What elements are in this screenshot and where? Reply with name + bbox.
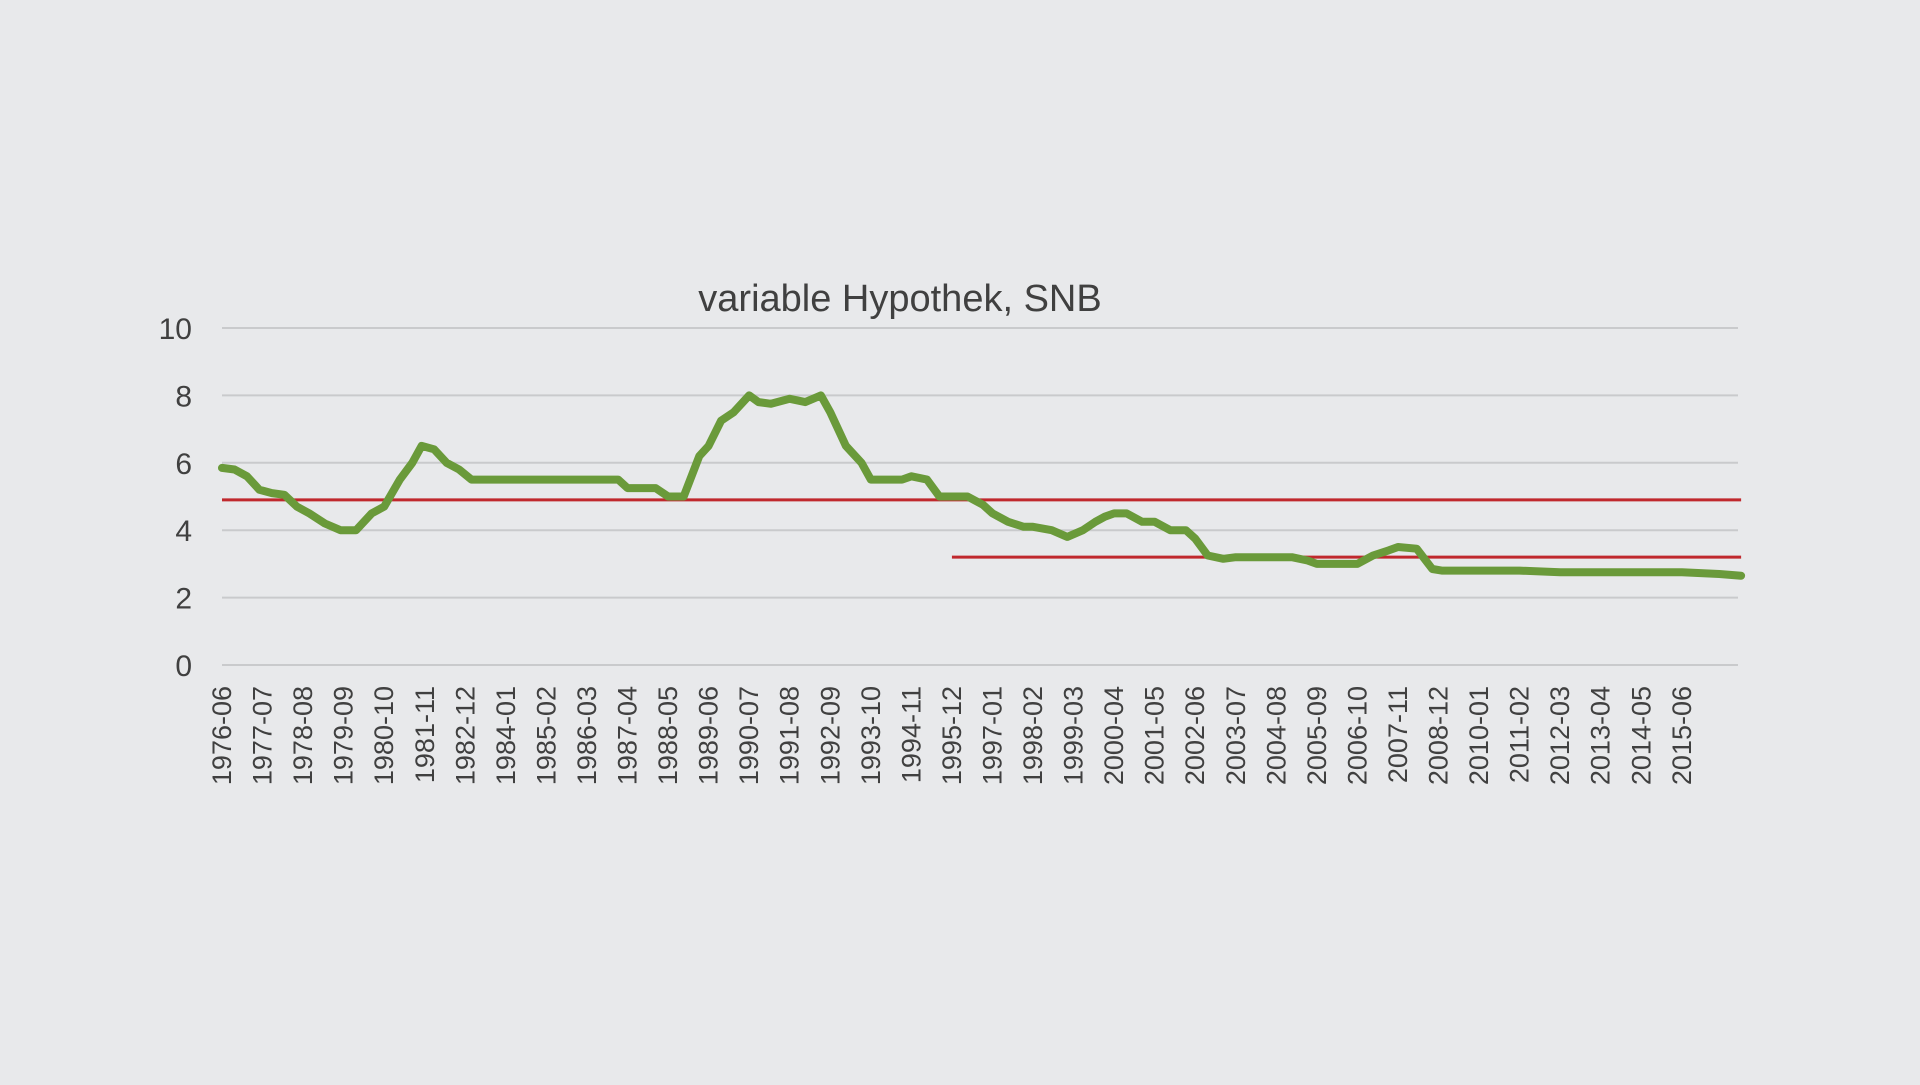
x-tick-label: 1994-11 — [896, 686, 926, 783]
x-tick-label: 1988-05 — [653, 686, 683, 785]
x-tick-label: 1984-01 — [491, 686, 521, 785]
x-tick-label: 1999-03 — [1059, 686, 1089, 785]
y-tick-label: 4 — [175, 515, 192, 548]
x-tick-label: 1981-11 — [410, 686, 440, 783]
y-axis-ticks: 0 2 4 6 8 10 — [159, 313, 192, 683]
x-tick-label: 1990-07 — [734, 686, 764, 785]
x-tick-label: 1995-12 — [937, 686, 967, 785]
x-tick-label: 2014-05 — [1626, 686, 1656, 785]
x-tick-label: 1991-08 — [775, 686, 805, 785]
x-tick-label: 1985-02 — [531, 686, 561, 785]
y-tick-label: 0 — [175, 650, 192, 683]
y-tick-label: 10 — [159, 313, 192, 346]
y-tick-label: 8 — [175, 380, 192, 413]
x-tick-label: 2006-10 — [1342, 686, 1372, 785]
x-tick-label: 1993-10 — [856, 686, 886, 785]
x-tick-label: 2008-12 — [1424, 686, 1454, 785]
x-tick-label: 2013-04 — [1586, 686, 1616, 785]
grid-lines — [222, 327, 1738, 666]
x-tick-label: 2002-06 — [1180, 686, 1210, 785]
x-tick-label: 2000-04 — [1099, 686, 1129, 785]
x-tick-label: 1976-06 — [207, 686, 237, 785]
x-tick-label: 1982-12 — [450, 686, 480, 785]
x-tick-label: 1980-10 — [369, 686, 399, 785]
x-tick-label: 1992-09 — [815, 686, 845, 785]
x-tick-label: 2015-06 — [1667, 686, 1697, 785]
x-tick-label: 2007-11 — [1383, 686, 1413, 783]
x-axis-ticks: 1976-06 1977-07 1978-08 1979-09 1980-10 1981-… — [207, 686, 1697, 785]
x-tick-label: 2010-01 — [1464, 686, 1494, 785]
series-line — [218, 391, 1746, 580]
x-tick-label: 1998-02 — [1018, 686, 1048, 785]
x-tick-label: 1986-03 — [572, 686, 602, 785]
x-tick-label: 2003-07 — [1221, 686, 1251, 785]
x-tick-label: 1978-08 — [288, 686, 318, 785]
y-tick-label: 2 — [175, 583, 192, 616]
chart-title: variable Hypothek, SNB — [698, 278, 1101, 320]
x-tick-label: 2004-08 — [1261, 686, 1291, 785]
x-tick-label: 2001-05 — [1140, 686, 1170, 785]
x-tick-label: 1987-04 — [613, 686, 643, 785]
x-tick-label: 1997-01 — [977, 686, 1007, 785]
x-tick-label: 2005-09 — [1302, 686, 1332, 785]
x-tick-label: 1977-07 — [248, 686, 278, 785]
y-tick-label: 6 — [175, 448, 192, 481]
x-tick-label: 1979-09 — [329, 686, 359, 785]
series-lines — [218, 391, 1746, 580]
x-tick-label: 2012-03 — [1545, 686, 1575, 785]
x-tick-label: 1989-06 — [694, 686, 724, 785]
x-tick-label: 2011-02 — [1505, 686, 1535, 783]
